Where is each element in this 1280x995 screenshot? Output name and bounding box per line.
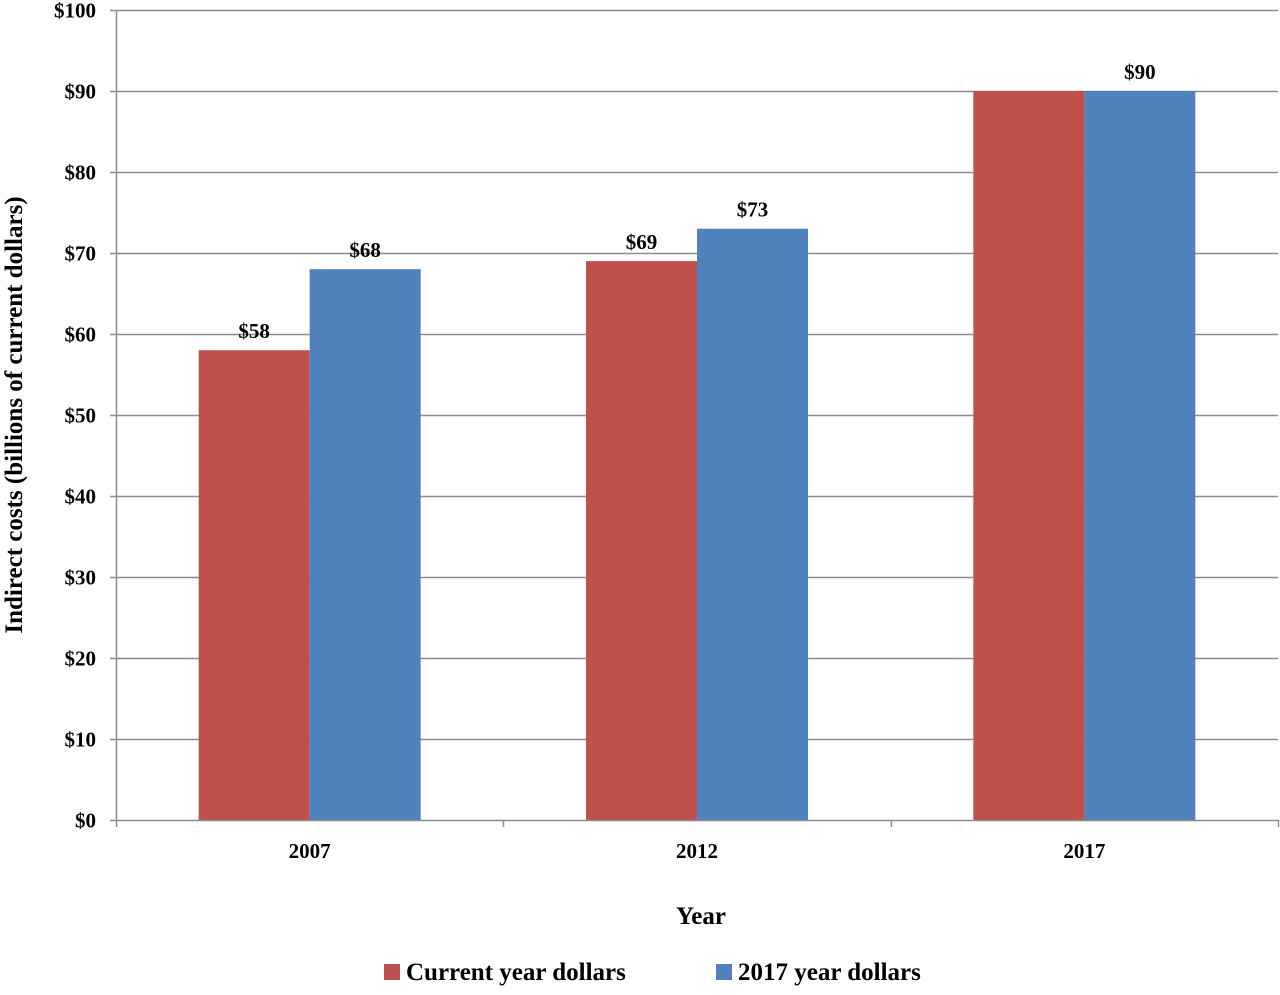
y-tick-label: $60 [65, 323, 97, 347]
data-label: $69 [626, 230, 658, 254]
y-tick-label: $0 [75, 809, 96, 833]
data-label: $73 [737, 198, 769, 222]
legend-label: 2017 year dollars [738, 959, 921, 986]
x-tick-label: 2017 [1063, 839, 1105, 863]
x-tick-label: 2007 [289, 839, 331, 863]
bars [198, 91, 1196, 821]
y-tick-label: $90 [65, 80, 97, 104]
y-tick-label: $20 [65, 647, 97, 671]
y-tick-label: $40 [65, 485, 97, 509]
bar-year-2017-2007 [309, 269, 421, 820]
y-tick-label: $80 [65, 161, 97, 185]
y-axis-title: Indirect costs (billions of current doll… [1, 196, 28, 633]
legend-label: Current year dollars [406, 959, 626, 986]
legend: Current year dollars 2017 year dollars [384, 959, 921, 986]
y-tick-label: $70 [65, 242, 97, 266]
y-tick-label: $100 [54, 0, 96, 23]
data-label: $58 [238, 319, 270, 343]
y-tick-label: $30 [65, 566, 97, 590]
ticks: $0 $10 $20 $30 $40 $50 $60 $70 $80 $90 $100 2007 201… [54, 0, 1280, 863]
bar-year-2017-2012 [697, 228, 808, 820]
data-label: $90 [1124, 60, 1156, 84]
x-tick-label: 2012 [676, 839, 718, 863]
data-labels: $58 $68 $69 $73 $90 [238, 60, 1155, 343]
legend-swatch [716, 964, 732, 980]
y-tick-label: $10 [65, 728, 97, 752]
bar-current-year-2007 [198, 350, 310, 820]
data-label: $68 [349, 238, 381, 262]
y-tick-label: $50 [65, 404, 97, 428]
bar-year-2017-2017 [1084, 91, 1196, 820]
legend-swatch [384, 964, 400, 980]
bar-current-year-2012 [586, 261, 697, 821]
x-axis-title: Year [676, 903, 726, 930]
axes [115, 10, 1278, 822]
bar-current-year-2017 [973, 91, 1085, 820]
